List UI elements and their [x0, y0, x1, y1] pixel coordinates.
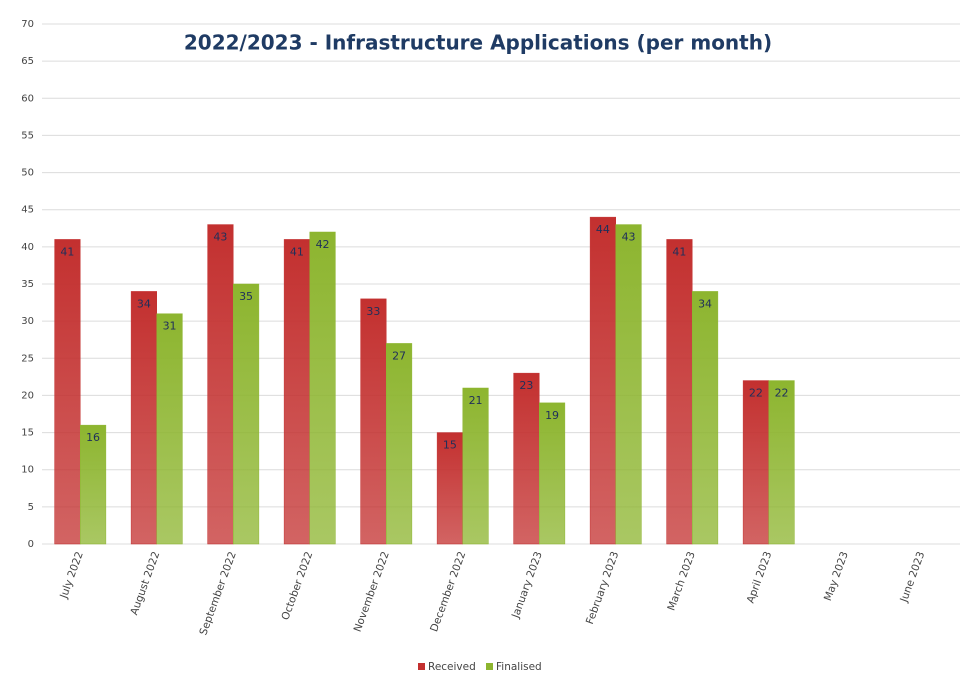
bar [539, 402, 566, 545]
value-label: 41 [290, 245, 304, 258]
chart-title: 2022/2023 - Infrastructure Applications … [184, 31, 772, 55]
bar [742, 380, 769, 545]
y-tick-label: 20 [21, 390, 34, 401]
bar [54, 239, 81, 545]
y-tick-label: 35 [21, 279, 34, 290]
value-label: 42 [316, 238, 330, 251]
value-label: 22 [749, 387, 763, 400]
x-tick-label: February 2023 [584, 550, 621, 626]
x-tick-label: March 2023 [665, 550, 698, 612]
value-label: 22 [775, 387, 789, 400]
y-tick-label: 40 [21, 242, 34, 253]
y-tick-label: 15 [21, 428, 34, 439]
y-tick-label: 0 [28, 539, 34, 550]
x-tick-label: May 2023 [822, 550, 851, 603]
bar [207, 224, 234, 545]
value-label: 43 [622, 231, 636, 244]
bar [130, 291, 157, 545]
x-tick-label: January 2023 [509, 550, 545, 621]
bar [309, 231, 336, 545]
bar [462, 387, 489, 545]
value-label: 41 [672, 245, 686, 258]
value-label: 41 [60, 245, 74, 258]
value-label: 23 [519, 379, 533, 392]
bar [589, 216, 616, 545]
bar [156, 313, 183, 545]
bar [80, 424, 107, 545]
bar [233, 283, 260, 545]
bar [615, 224, 642, 545]
legend-swatch [486, 663, 493, 670]
x-tick-label: April 2023 [745, 550, 775, 605]
value-label: 16 [86, 431, 100, 444]
value-label: 34 [698, 297, 712, 310]
legend-swatch [418, 663, 425, 670]
y-tick-label: 65 [21, 56, 34, 67]
y-tick-label: 45 [21, 205, 34, 216]
bar [283, 239, 310, 545]
y-tick-label: 70 [21, 19, 34, 30]
x-tick-label: November 2022 [352, 550, 392, 634]
x-tick-label: July 2022 [58, 550, 86, 601]
y-tick-label: 60 [21, 93, 34, 104]
value-label: 35 [239, 290, 253, 303]
value-label: 34 [137, 297, 151, 310]
bar [386, 343, 413, 545]
y-tick-label: 25 [21, 353, 34, 364]
x-tick-label: September 2022 [197, 550, 238, 637]
x-tick-label: June 2023 [898, 550, 928, 605]
bar [513, 372, 540, 545]
bar [692, 291, 719, 545]
legend-label: Received [428, 661, 476, 673]
value-label: 33 [366, 305, 380, 318]
x-tick-label: October 2022 [279, 550, 315, 622]
x-tick-label: December 2022 [428, 550, 468, 634]
bar [666, 239, 693, 545]
value-label: 44 [596, 223, 610, 236]
legend-label: Finalised [496, 661, 542, 673]
bar [360, 298, 387, 545]
bar [768, 380, 795, 545]
value-label: 43 [213, 231, 227, 244]
y-tick-label: 30 [21, 316, 34, 327]
y-tick-label: 10 [21, 465, 34, 476]
value-label: 21 [469, 394, 483, 407]
y-tick-label: 55 [21, 130, 34, 141]
x-tick-label: August 2022 [128, 550, 162, 617]
value-label: 27 [392, 349, 406, 362]
y-tick-label: 5 [28, 502, 34, 513]
value-label: 19 [545, 409, 559, 422]
y-tick-label: 50 [21, 168, 34, 179]
value-label: 31 [163, 320, 177, 333]
value-label: 15 [443, 439, 457, 452]
